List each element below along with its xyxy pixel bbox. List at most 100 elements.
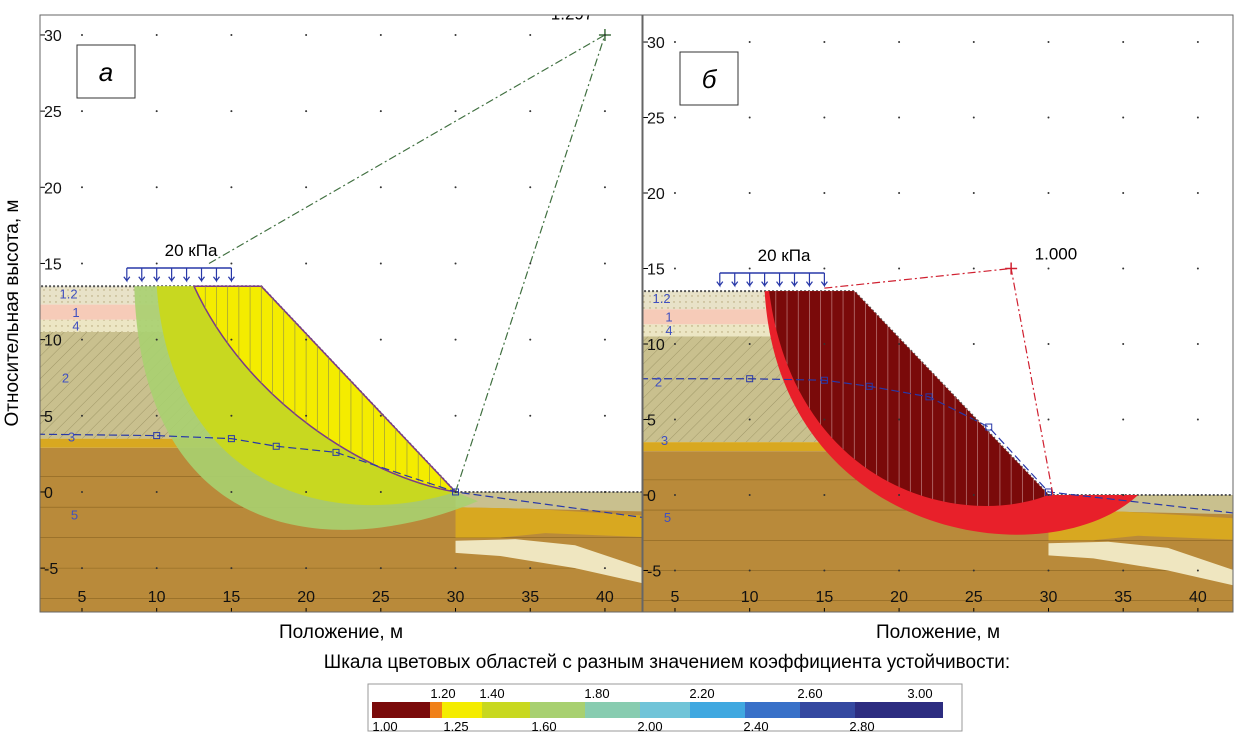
grid-dot [898,569,900,571]
x-tick-label: 30 [1040,589,1058,606]
layer-label: 1.2 [652,291,670,306]
legend-label: 1.00 [372,719,397,733]
grid-dot [898,41,900,43]
x-tick-label: 40 [1189,589,1207,606]
load-label: 20 кПа [758,246,811,265]
grid-dot [455,491,457,493]
grid-dot [380,339,382,341]
grid-dot [1197,41,1199,43]
grid-dot [529,34,531,36]
grid-dot [455,262,457,264]
grid-dot [674,117,676,119]
grid-dot [230,567,232,569]
grid-dot [898,117,900,119]
grid-dot [81,567,83,569]
grid-dot [305,110,307,112]
grid-dot [823,494,825,496]
layer-label: 1.2 [59,286,77,301]
grid-dot [1122,418,1124,420]
grid-dot [81,415,83,417]
grid-dot [455,567,457,569]
grid-dot [305,339,307,341]
grid-dot [674,569,676,571]
grid-dot [1047,268,1049,270]
legend-swatch [482,702,530,718]
grid-dot [380,491,382,493]
grid-dot [230,491,232,493]
factor-label: 1.000 [1035,244,1078,263]
grid-dot [674,268,676,270]
grid-dot [529,110,531,112]
legend-swatch [640,702,690,718]
grid-dot [973,494,975,496]
grid-dot [455,110,457,112]
grid-dot [674,192,676,194]
grid-dot [529,491,531,493]
grid-dot [1122,268,1124,270]
grid-dot [973,117,975,119]
legend-swatch [530,702,585,718]
y-tick-label: -5 [647,563,661,580]
y-tick-label: 15 [44,256,62,273]
grid-dot [156,186,158,188]
grid-dot [1122,494,1124,496]
legend-label: 2.40 [743,719,768,733]
grid-dot [1197,192,1199,194]
layer-label: 5 [71,507,78,522]
grid-dot [455,34,457,36]
legend-label: 1.40 [479,686,504,701]
grid-dot [749,117,751,119]
grid-dot [1047,41,1049,43]
x-tick-label: 25 [965,589,983,606]
x-tick-label: 35 [1114,589,1132,606]
grid-dot [380,262,382,264]
grid-dot [455,339,457,341]
x-tick-label: 20 [890,589,908,606]
grid-dot [749,569,751,571]
grid-dot [823,418,825,420]
grid-dot [1122,343,1124,345]
x-axis-title: Положение, м [876,622,1000,643]
legend-label: 2.20 [689,686,714,701]
legend-swatch [800,702,855,718]
x-tick-label: 5 [78,589,87,606]
grid-dot [1122,192,1124,194]
grid-dot [898,494,900,496]
grid-dot [1122,569,1124,571]
grid-dot [81,186,83,188]
layer-label: 2 [62,370,69,385]
grid-dot [1197,418,1199,420]
grid-dot [604,567,606,569]
y-tick-label: 5 [44,409,53,426]
grid-dot [749,192,751,194]
grid-dot [1197,117,1199,119]
grid-dot [973,343,975,345]
x-tick-label: 10 [148,589,166,606]
layer-label: 3 [68,430,75,445]
grid-dot [81,491,83,493]
grid-dot [674,343,676,345]
grid-dot [230,339,232,341]
y-tick-label: 20 [647,186,665,203]
grid-dot [380,34,382,36]
grid-dot [1122,41,1124,43]
grid-dot [156,567,158,569]
grid-dot [455,186,457,188]
grid-dot [81,110,83,112]
grid-dot [156,491,158,493]
x-tick-label: 15 [815,589,833,606]
grid-dot [529,186,531,188]
y-tick-label: 10 [44,333,62,350]
grid-dot [674,41,676,43]
grid-dot [823,569,825,571]
y-tick-label: 0 [44,485,53,502]
figure: Относительная высота, м Шкала цветовых о… [0,0,1234,733]
grid-dot [823,41,825,43]
grid-dot [823,192,825,194]
grid-dot [380,415,382,417]
grid-dot [529,339,531,341]
grid-dot [1122,117,1124,119]
y-tick-label: 10 [647,337,665,354]
factor-label: 1.297 [551,5,594,24]
grid-dot [156,262,158,264]
